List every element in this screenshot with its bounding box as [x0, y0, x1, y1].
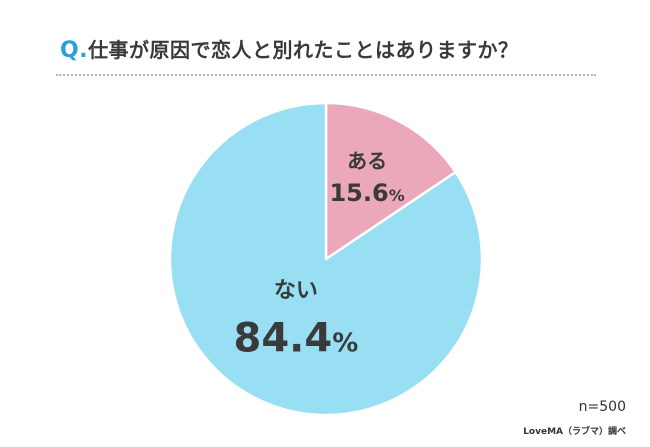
pie-slice-1	[168, 101, 484, 417]
slice-category-label-1: ない	[274, 278, 318, 303]
slice-unit-1: %	[332, 328, 358, 358]
pie-slice-0	[324, 101, 457, 261]
slice-unit-0: %	[389, 186, 405, 205]
sample-size-label: n=500	[578, 399, 626, 415]
question-prefix: Q.	[60, 38, 89, 63]
source-credit: LoveMA（ラブマ）調べ	[523, 427, 626, 437]
question-text: 仕事が原因で恋人と別れたことはありますか？	[88, 38, 519, 62]
slice-category-label-0: ある	[347, 149, 387, 173]
title-divider	[56, 74, 596, 76]
question-title: Q.仕事が原因で恋人と別れたことはありますか？	[60, 34, 519, 63]
